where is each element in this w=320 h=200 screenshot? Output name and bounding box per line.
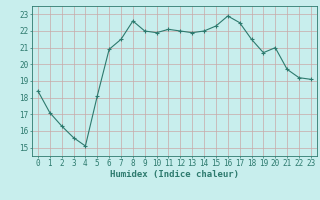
X-axis label: Humidex (Indice chaleur): Humidex (Indice chaleur) (110, 170, 239, 179)
